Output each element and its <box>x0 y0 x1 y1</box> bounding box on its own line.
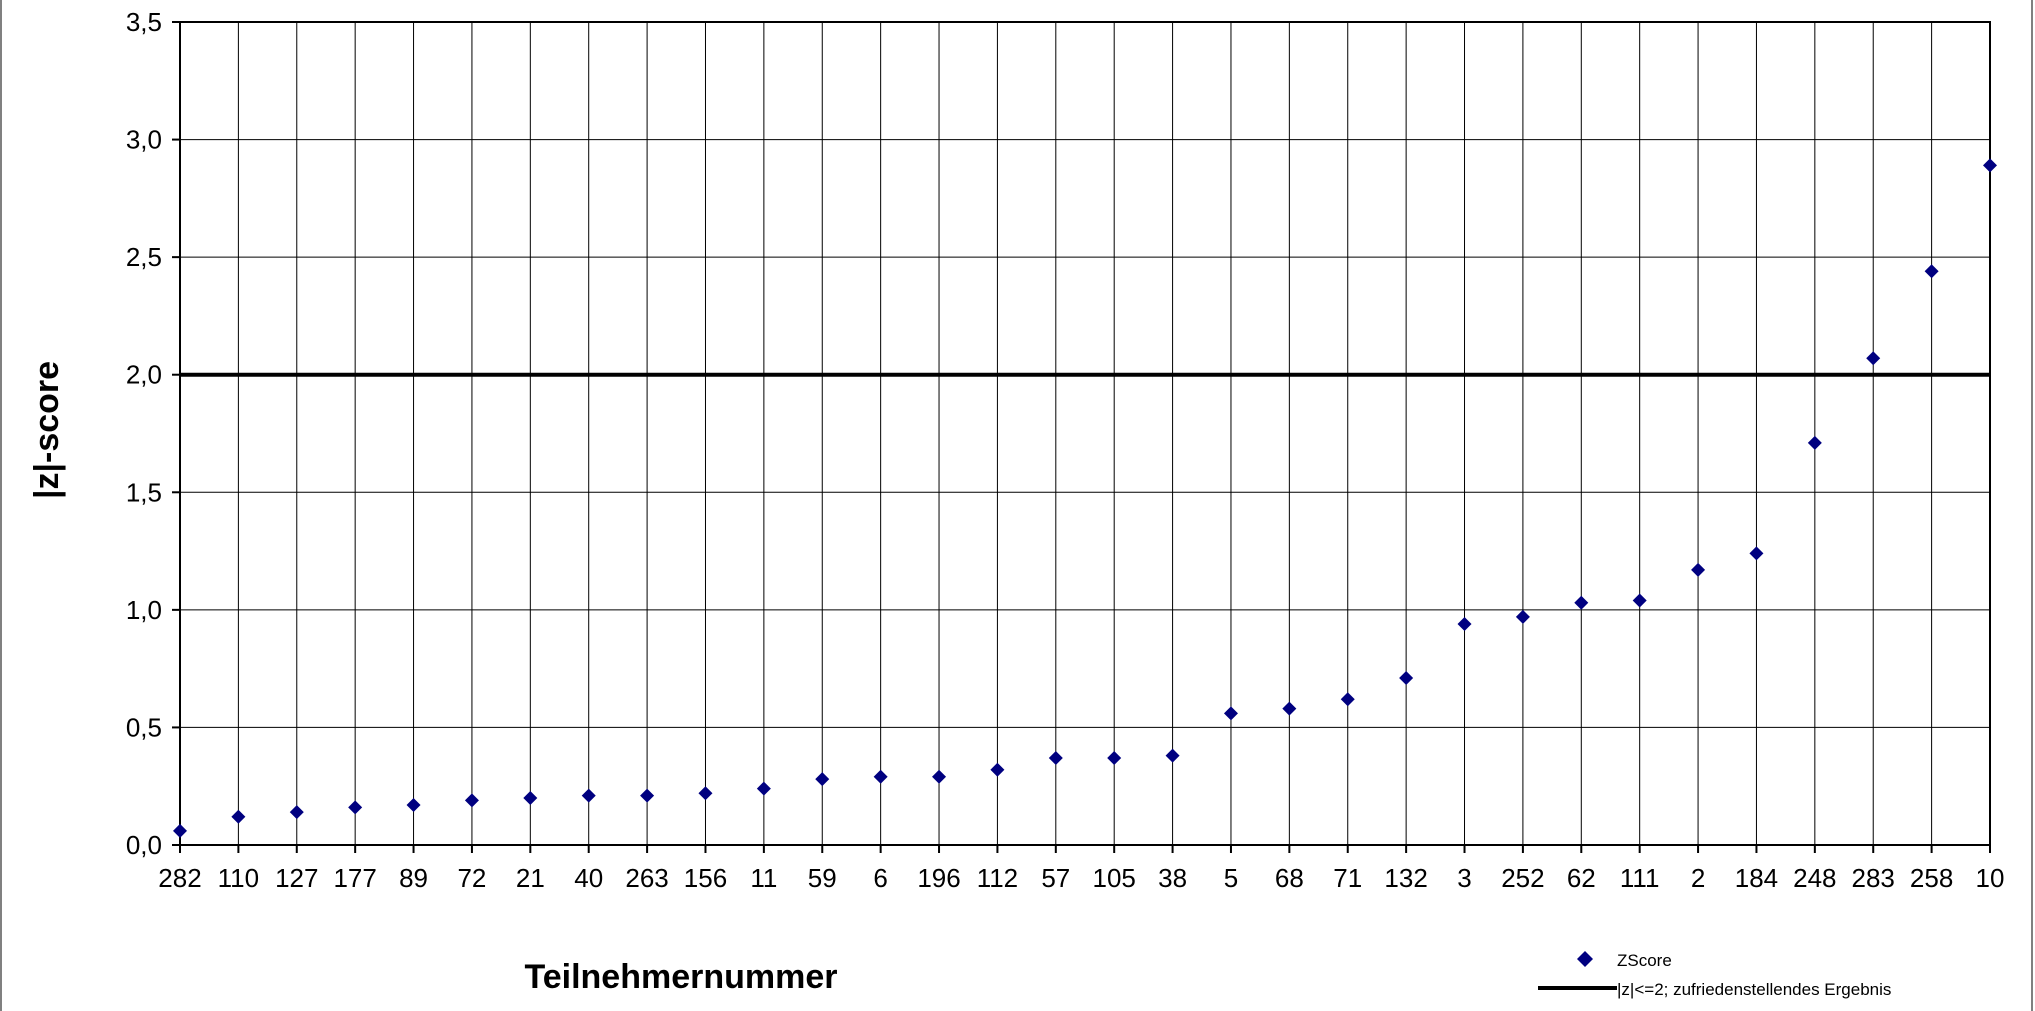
data-point <box>231 809 246 824</box>
x-tick-label: 111 <box>1620 863 1660 893</box>
data-point <box>932 769 947 784</box>
x-tick-label: 3 <box>1457 863 1471 893</box>
plot-area <box>172 21 1991 853</box>
x-tick-label: 282 <box>158 863 201 893</box>
data-point <box>698 786 713 801</box>
data-point <box>756 781 771 796</box>
data-point <box>1399 671 1414 686</box>
x-tick-label: 11 <box>750 863 777 893</box>
legend-marker-zscore <box>1577 951 1593 967</box>
x-tick-label: 258 <box>1910 863 1953 893</box>
y-tick-label: 2,0 <box>126 360 162 390</box>
data-point <box>1457 616 1472 631</box>
data-point <box>1165 748 1180 763</box>
x-tick-label: 68 <box>1275 863 1304 893</box>
x-tick-label: 57 <box>1041 863 1070 893</box>
x-tick-label: 263 <box>625 863 668 893</box>
data-point <box>1866 351 1881 366</box>
x-axis-tick-labels: 282 110 127 177 89 72 21 40 263 156 11 59 6 196 112 57 1… <box>158 863 2004 893</box>
x-tick-label: 184 <box>1735 863 1778 893</box>
data-point <box>289 805 304 820</box>
x-tick-label: 21 <box>516 863 545 893</box>
data-point <box>1983 158 1997 173</box>
x-tick-label: 177 <box>333 863 376 893</box>
x-tick-label: 248 <box>1793 863 1836 893</box>
legend-label-threshold: |z|<=2; zufriedenstellendes Ergebnis <box>1617 980 1891 999</box>
grid-lines <box>179 21 1991 846</box>
x-tick-label: 112 <box>977 863 1018 893</box>
legend-label-zscore: ZScore <box>1617 951 1672 970</box>
y-tick-label: 2,5 <box>126 242 162 272</box>
x-tick-label: 89 <box>399 863 428 893</box>
y-tick-label: 3,0 <box>126 125 162 155</box>
x-axis-title: Teilnehmernummer <box>524 958 837 996</box>
data-point <box>815 772 830 787</box>
y-axis-tick-labels: 0,0 0,5 1,0 1,5 2,0 2,5 3,0 3,5 <box>126 7 162 860</box>
data-point <box>1282 701 1297 716</box>
data-point <box>873 769 888 784</box>
data-point <box>1807 435 1822 450</box>
y-tick-label: 0,5 <box>126 712 162 742</box>
x-tick-label: 127 <box>275 863 318 893</box>
y-tick-label: 1,5 <box>126 477 162 507</box>
data-point <box>1574 595 1589 610</box>
data-point <box>1749 546 1764 561</box>
x-tick-label: 252 <box>1501 863 1544 893</box>
y-tick-label: 1,0 <box>126 595 162 625</box>
data-point <box>581 788 596 803</box>
data-point <box>173 823 187 838</box>
data-point <box>1515 609 1530 624</box>
x-tick-label: 62 <box>1567 863 1596 893</box>
data-point <box>1223 706 1238 721</box>
data-points <box>173 158 1997 838</box>
y-tick-label: 3,5 <box>126 7 162 37</box>
x-tick-label: 72 <box>457 863 486 893</box>
data-point <box>990 762 1005 777</box>
x-tick-label: 59 <box>808 863 837 893</box>
x-tick-label: 105 <box>1092 863 1135 893</box>
data-point <box>1048 750 1063 765</box>
x-tick-label: 71 <box>1333 863 1362 893</box>
legend: ZScore |z|<=2; zufriedenstellendes Ergeb… <box>1538 951 1891 999</box>
data-point <box>1107 750 1122 765</box>
data-point <box>406 798 421 813</box>
x-tick-label: 110 <box>218 863 259 893</box>
y-axis-title: |z|-score <box>28 361 66 499</box>
x-tick-label: 2 <box>1691 863 1705 893</box>
data-point <box>1691 562 1706 577</box>
data-point <box>1632 593 1647 608</box>
x-tick-label: 283 <box>1852 863 1895 893</box>
y-tick-label: 0,0 <box>126 830 162 860</box>
data-point <box>464 793 479 808</box>
data-point <box>348 800 363 815</box>
x-tick-label: 132 <box>1384 863 1427 893</box>
x-tick-label: 38 <box>1158 863 1187 893</box>
x-tick-label: 196 <box>917 863 960 893</box>
data-point <box>1924 264 1939 279</box>
plot-border <box>179 21 1991 846</box>
x-tick-label: 156 <box>684 863 727 893</box>
x-tick-label: 5 <box>1224 863 1238 893</box>
data-point <box>640 788 655 803</box>
data-point <box>1340 692 1355 707</box>
x-tick-label: 10 <box>1976 863 2005 893</box>
x-tick-label: 6 <box>873 863 887 893</box>
x-tick-label: 40 <box>574 863 603 893</box>
data-point <box>523 790 538 805</box>
